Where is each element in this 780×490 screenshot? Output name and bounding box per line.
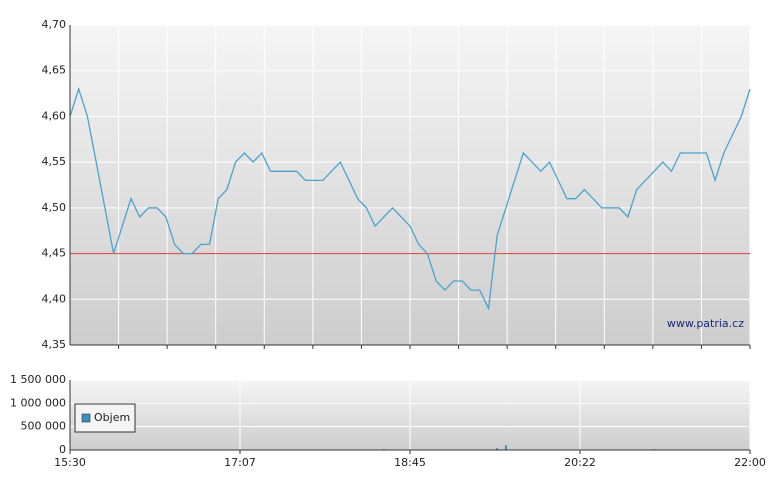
y-tick-label: 4,70 (42, 18, 67, 31)
x-tick-label: 20:22 (564, 456, 596, 469)
y-tick-label: 0 (59, 443, 66, 456)
y-tick-label: 4,50 (42, 201, 67, 214)
y-tick-label: 4,55 (42, 155, 67, 168)
y-tick-label: 1 500 000 (10, 373, 66, 386)
x-tick-label: 22:00 (734, 456, 766, 469)
y-tick-label: 4,35 (42, 338, 67, 351)
volume-bar (496, 448, 499, 450)
x-tick-label: 18:45 (394, 456, 426, 469)
legend: Objem (74, 403, 136, 433)
y-tick-label: 500 000 (21, 420, 67, 433)
x-tick-label: 15:30 (54, 456, 86, 469)
legend-swatch (81, 413, 91, 423)
volume-bar (504, 445, 507, 450)
watermark: www.patria.cz (667, 317, 744, 330)
legend-label: Objem (94, 411, 130, 424)
y-tick-label: 4,45 (42, 247, 67, 260)
y-tick-label: 1 000 000 (10, 396, 66, 409)
x-tick-label: 17:07 (224, 456, 256, 469)
price-line (69, 86, 751, 311)
y-tick-label: 4,65 (42, 64, 67, 77)
y-tick-label: 4,60 (42, 109, 67, 122)
y-tick-label: 4,40 (42, 292, 67, 305)
